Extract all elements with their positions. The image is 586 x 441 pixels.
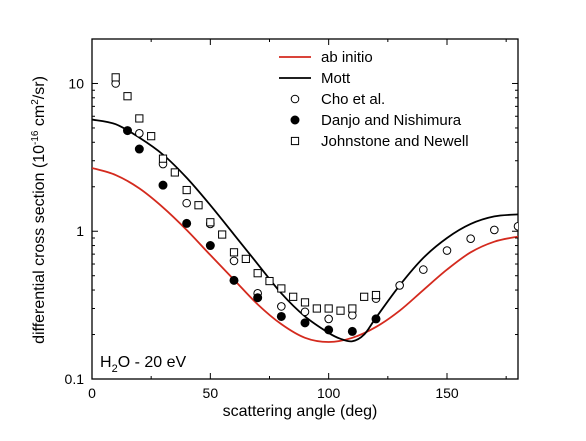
data-point-cho-et-al <box>348 310 357 320</box>
data-point-danjo-and-nishimura <box>205 241 215 251</box>
annotation-base: H <box>100 354 112 371</box>
y-axis: 0.1 1 10 <box>65 38 518 387</box>
plot-border <box>91 38 519 380</box>
data-point-cho-et-al <box>513 222 518 231</box>
x-tick-label: 100 <box>317 385 341 401</box>
legend-label-cho-et-al: Cho et al. <box>321 91 385 108</box>
data-point-johnstone-and-newell <box>123 92 132 101</box>
annotation-rest: O - 20 eV <box>118 354 187 371</box>
legend-swatch-johnstone-and-newell <box>290 136 300 146</box>
data-point-johnstone-and-newell <box>300 298 310 307</box>
x-tick-label: 50 <box>203 385 219 401</box>
data-point-johnstone-and-newell <box>348 304 357 313</box>
data-point-johnstone-and-newell <box>241 254 250 263</box>
data-point-danjo-and-nishimura <box>229 275 239 285</box>
data-point-cho-et-al <box>395 281 404 290</box>
x-tick-label: 150 <box>435 385 459 401</box>
y-title-middle: cm <box>31 105 48 131</box>
legend-label-danjo-and-nishimura: Danjo and Nishimura <box>321 112 462 129</box>
data-point-danjo-and-nishimura <box>276 311 286 321</box>
data-point-danjo-and-nishimura <box>324 325 334 335</box>
data-point-cho-et-al <box>182 198 191 208</box>
annotation-sub: 2 <box>112 363 118 375</box>
data-point-johnstone-and-newell <box>194 201 203 210</box>
y-title-suffix: /sr) <box>31 76 48 99</box>
data-point-johnstone-and-newell <box>265 276 274 286</box>
plot-area <box>92 73 518 343</box>
data-point-johnstone-and-newell <box>218 230 227 239</box>
legend: ab initio Mott Cho et al. Danjo and Nishimu… <box>279 49 469 150</box>
data-point-johnstone-and-newell <box>135 114 144 123</box>
data-point-danjo-and-nishimura <box>158 180 168 190</box>
series-line-ab-initio <box>92 167 518 343</box>
data-point-danjo-and-nishimura <box>347 326 357 336</box>
data-point-cho-et-al <box>135 129 144 138</box>
data-point-johnstone-and-newell <box>158 154 168 163</box>
data-point-johnstone-and-newell <box>229 248 239 257</box>
data-point-johnstone-and-newell <box>312 304 321 313</box>
data-point-cho-et-al <box>229 256 239 266</box>
data-point-johnstone-and-newell <box>253 269 262 278</box>
data-point-johnstone-and-newell <box>289 292 298 301</box>
data-point-danjo-and-nishimura <box>134 144 144 154</box>
data-point-johnstone-and-newell <box>336 306 345 315</box>
data-point-cho-et-al <box>490 225 499 235</box>
data-point-johnstone-and-newell <box>170 168 179 177</box>
legend-label-ab-initio: ab initio <box>321 49 373 66</box>
data-point-johnstone-and-newell <box>277 284 286 293</box>
data-point-cho-et-al <box>277 302 286 311</box>
data-point-johnstone-and-newell <box>111 73 120 82</box>
y-tick-label: 0.1 <box>65 371 85 387</box>
data-point-danjo-and-nishimura <box>253 293 263 303</box>
data-point-danjo-and-nishimura <box>182 218 192 228</box>
data-point-johnstone-and-newell <box>147 132 156 141</box>
series-layer <box>92 73 518 343</box>
legend-swatch-cho-et-al <box>290 94 300 104</box>
data-point-cho-et-al <box>300 307 310 317</box>
y-tick-label: 1 <box>76 223 84 239</box>
data-point-johnstone-and-newell <box>324 304 333 313</box>
plot-frame <box>91 38 519 380</box>
y-title-exp1: -16 <box>30 130 41 145</box>
data-point-cho-et-al <box>442 246 452 255</box>
legend-label-johnstone-and-newell: Johnstone and Newell <box>321 133 469 150</box>
y-tick-label: 10 <box>68 75 84 91</box>
data-point-johnstone-and-newell <box>360 292 369 301</box>
condition-annotation: H2O - 20 eV <box>100 354 186 375</box>
data-point-danjo-and-nishimura <box>300 318 310 328</box>
data-point-johnstone-and-newell <box>371 290 381 300</box>
data-point-danjo-and-nishimura <box>371 314 381 324</box>
data-point-johnstone-and-newell <box>206 218 215 227</box>
legend-swatch-danjo-and-nishimura <box>290 115 300 125</box>
legend-label-mott: Mott <box>321 70 351 87</box>
data-point-johnstone-and-newell <box>182 185 191 195</box>
y-title-prefix: differential cross section (10 <box>31 145 48 344</box>
x-tick-label: 0 <box>88 385 96 401</box>
y-title-exp2: 2 <box>30 99 41 105</box>
data-point-cho-et-al <box>419 265 428 274</box>
y-axis-title: differential cross section (10-16 cm2/sr… <box>30 76 48 344</box>
data-point-danjo-and-nishimura <box>123 126 132 136</box>
x-axis-title: scattering angle (deg) <box>223 403 378 420</box>
data-point-cho-et-al <box>324 314 333 324</box>
data-point-cho-et-al <box>466 234 475 244</box>
x-axis: 0 50 100 150 <box>88 39 507 401</box>
